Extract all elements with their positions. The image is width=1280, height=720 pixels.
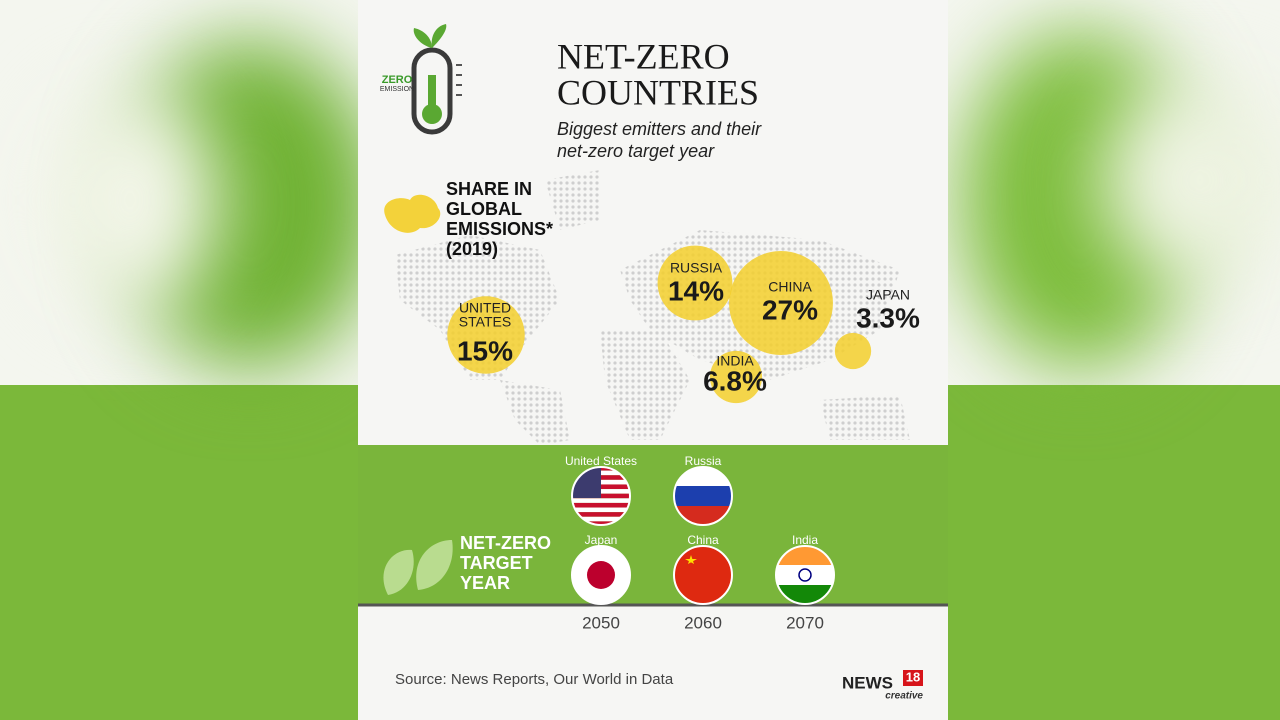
flag-part	[776, 565, 834, 585]
country-name: INDIA	[716, 353, 754, 369]
flag-label: United States	[565, 454, 637, 468]
year-label: 2050	[582, 613, 620, 632]
flag-part	[587, 561, 615, 589]
target-heading: NET-ZERO	[460, 533, 551, 553]
flag-rim	[673, 466, 733, 526]
subtitle: Biggest emitters and their	[557, 119, 762, 139]
flag-part	[798, 568, 812, 582]
share-bubble	[709, 350, 763, 404]
country-name: RUSSIA	[670, 260, 723, 276]
flag-label: Japan	[585, 533, 618, 547]
emissions-heading: SHARE IN	[446, 179, 532, 199]
subtitle: net-zero target year	[557, 141, 715, 161]
year-label: 2060	[684, 613, 722, 632]
share-label: 14%	[668, 275, 724, 306]
flag-part	[572, 512, 630, 517]
flag-part	[572, 498, 630, 503]
logo-text: EMISSION	[380, 86, 414, 93]
share-label: 27%	[762, 294, 818, 325]
share-bubble	[834, 332, 872, 370]
flag	[572, 546, 630, 604]
source: Source: News Reports, Our World in Data	[395, 671, 674, 688]
emissions-heading: GLOBAL	[446, 199, 522, 219]
flag-part	[572, 521, 630, 525]
flag-part	[572, 507, 630, 513]
flag	[674, 546, 732, 604]
flag-label: China	[687, 533, 719, 547]
logo	[411, 24, 462, 135]
emissions-heading: (2019)	[446, 239, 498, 259]
emissions-heading: EMISSIONS*	[446, 219, 553, 239]
flag-rim	[673, 545, 733, 605]
share-label: 6.8%	[703, 365, 767, 396]
flag-rim	[775, 545, 835, 605]
share-bubble	[729, 251, 833, 355]
brand-tag: creative	[885, 691, 923, 702]
flag-part	[674, 486, 732, 506]
share-bubble	[447, 296, 525, 374]
country-name: STATES	[459, 314, 511, 330]
flag-part	[572, 516, 630, 522]
flag-part	[674, 546, 732, 604]
country-name: CHINA	[768, 279, 812, 295]
flag-part	[572, 502, 630, 508]
brand-name: NEWS	[842, 673, 893, 692]
share-label: 3.3%	[856, 302, 920, 333]
flag-label: Russia	[685, 454, 722, 468]
flag-part	[685, 555, 697, 564]
leaf-icon	[383, 540, 453, 595]
flag-rim	[571, 545, 631, 605]
target-band	[358, 445, 948, 605]
flag-rim	[571, 466, 631, 526]
logo-text: ZERO	[382, 74, 413, 86]
title: NET-ZERO	[557, 36, 730, 76]
flag-label: India	[792, 533, 818, 547]
cloud-icon	[384, 194, 441, 233]
title: COUNTRIES	[557, 72, 759, 112]
target-heading: TARGET	[460, 553, 533, 573]
brand-badge	[903, 670, 923, 686]
country-name: JAPAN	[866, 287, 910, 303]
year-label: 2070	[786, 613, 824, 632]
country-name: UNITED	[459, 300, 511, 316]
flag	[572, 467, 630, 525]
target-heading: YEAR	[460, 573, 510, 593]
brand-number: 18	[906, 669, 920, 684]
share-bubble	[657, 245, 733, 321]
share-label: 15%	[457, 335, 513, 366]
